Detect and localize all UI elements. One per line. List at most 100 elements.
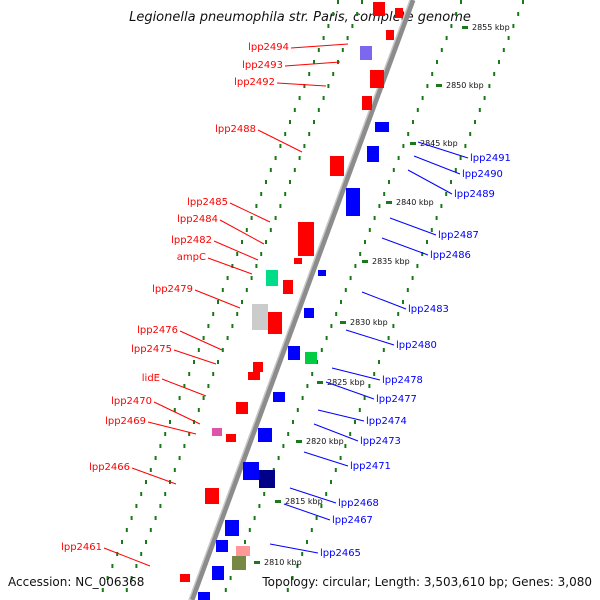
ruler-dot (135, 504, 138, 508)
ruler-tick-mark (340, 321, 346, 324)
gene-block (346, 188, 360, 216)
ruler-dot (308, 72, 311, 76)
gene-block (283, 280, 293, 294)
label-leader (147, 421, 197, 435)
gene-block (258, 428, 272, 442)
ruler-ticks: 2855 kbp 2850 kbp 2845 kbp 2840 kbp 2835 kbp… (254, 23, 510, 567)
ruler-dot (325, 492, 328, 496)
label-leader (229, 202, 271, 223)
ruler-dot (269, 168, 272, 172)
ruler-tick-mark (410, 142, 416, 145)
ruler-dot (426, 84, 429, 88)
ruler-dot (308, 132, 311, 136)
ruler-dot (512, 24, 515, 28)
ruler-dot (121, 540, 123, 544)
ruler-dot (164, 432, 167, 436)
ruler-dot (459, 156, 462, 160)
ruler-dot (335, 312, 338, 316)
label-leader (413, 155, 461, 175)
accession-text: Accession: NC_006368 (8, 575, 145, 589)
ruler-dot (224, 588, 227, 592)
gene-block (370, 70, 384, 88)
ruler-dot (464, 144, 467, 148)
ruler-dot (363, 396, 366, 400)
ruler-dot (330, 480, 332, 484)
label-leader (407, 169, 453, 195)
label-leader (389, 217, 437, 236)
ruler-dot (130, 516, 133, 520)
ruler-dot (164, 492, 167, 496)
label-leader (317, 409, 365, 422)
ruler-tick-mark (317, 381, 323, 384)
ruler-dot (183, 444, 186, 448)
gene-label-left: lpp2492 (234, 77, 275, 88)
ruler-dot (332, 12, 335, 16)
label-leader (290, 43, 349, 49)
ruler-dot (327, 84, 330, 88)
ruler-dot (296, 408, 299, 412)
ruler-dot (522, 0, 524, 4)
ruler-tick-mark (462, 26, 468, 29)
gene-block (248, 372, 260, 380)
ruler-dot (388, 180, 390, 184)
ruler-dot (279, 144, 282, 148)
ruler-dot (507, 36, 510, 40)
ruler-dot (373, 216, 376, 220)
ruler-dot (229, 576, 232, 580)
label-leader (284, 61, 341, 67)
ruler-dot (406, 288, 409, 292)
gene-block (305, 352, 317, 364)
ruler-dot (483, 96, 486, 100)
label-leader (283, 503, 331, 521)
ruler-tick-label: 2815 kbp (285, 497, 323, 506)
gene-label-left: lpp2493 (242, 60, 283, 71)
label-leader (289, 487, 337, 504)
ruler-dot (197, 408, 200, 412)
gene-block (266, 270, 278, 286)
label-leader (331, 367, 381, 381)
ruler-dot (236, 252, 239, 256)
gene-label-right: lpp2483 (408, 304, 449, 315)
label-leader (173, 349, 217, 365)
ruler-dot (332, 72, 335, 76)
gene-block (386, 30, 394, 40)
ruler-dot (269, 228, 272, 232)
ruler-dot (289, 120, 291, 124)
gene-block (288, 346, 300, 360)
ruler-dot (330, 324, 333, 328)
ruler-dot (116, 552, 119, 556)
gene-label-right: lpp2465 (320, 548, 361, 559)
ruler-dot (245, 228, 248, 232)
ruler-dot (517, 12, 520, 16)
gene-block (373, 2, 385, 16)
ruler-dot (317, 108, 320, 112)
ruler-dot (241, 300, 243, 304)
ruler-dot (130, 576, 133, 580)
ruler-dot (154, 456, 157, 460)
ruler-dot (301, 396, 304, 400)
label-leader (381, 237, 429, 256)
ruler-tick-label: 2845 kbp (420, 139, 458, 148)
ruler-dot (226, 276, 229, 280)
ruler-dot (178, 456, 181, 460)
ruler-dot (149, 528, 152, 532)
ruler-dot (478, 108, 481, 112)
ruler-dot (392, 324, 395, 328)
ruler-dot (279, 204, 282, 208)
ruler-dot (274, 216, 277, 220)
ruler-dot (207, 384, 210, 388)
gene-label-right: lpp2490 (462, 169, 503, 180)
ruler-dot (159, 504, 162, 508)
left-gene-labels: lpp2494 lpp2493 lpp2492 lpp2488 lpp2485 lpp24… (61, 42, 349, 567)
gene-block (273, 392, 285, 402)
ruler-dot (193, 420, 195, 424)
right-gene-labels: lpp2491 lpp2490 lpp2489 lpp2487 lpp2486 lpp24… (269, 141, 511, 559)
ruler-dot (159, 444, 162, 448)
ruler-dot (255, 264, 258, 268)
gene-label-left: lidE (142, 373, 160, 384)
ruler-dot (349, 432, 352, 436)
gene-label-right: lpp2478 (382, 375, 423, 386)
ruler-dot (183, 384, 186, 388)
gene-block (360, 46, 372, 60)
ruler-dot (320, 348, 323, 352)
